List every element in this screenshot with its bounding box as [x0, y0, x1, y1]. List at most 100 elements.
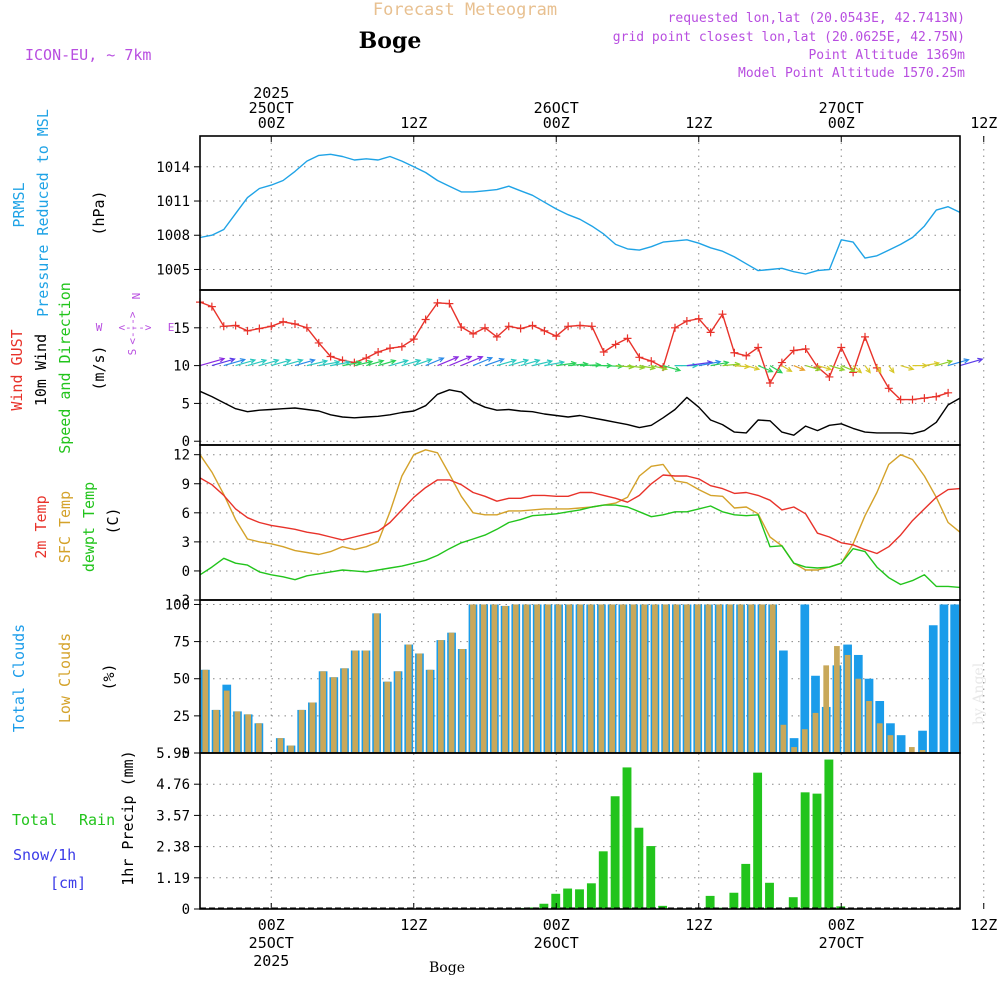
precip-axis-label: 1hr Precip (mm) — [119, 750, 137, 885]
gust-marker — [291, 320, 299, 329]
wind-direction-arrow — [852, 365, 862, 374]
cloud-tick-label: 75 — [173, 635, 190, 651]
top-time-label: 12Z — [970, 114, 997, 132]
cloud-label-low: Low Clouds — [56, 633, 74, 723]
bottom-time-label: 12Z — [400, 916, 427, 934]
low-cloud-bar — [652, 604, 658, 753]
low-cloud-bar — [384, 681, 391, 753]
gust-marker — [326, 352, 335, 361]
bottom-time-label: 00Z — [543, 916, 570, 934]
low-cloud-bar — [320, 671, 326, 753]
rain-bar — [824, 759, 834, 909]
precip-tick-label: 4.76 — [156, 777, 190, 793]
low-cloud-bar — [341, 668, 348, 753]
wind-arrowhead — [390, 359, 397, 365]
pressure-tick-label: 1011 — [156, 194, 190, 210]
temp-tick-label: 3 — [182, 535, 190, 551]
wind-direction-arrow — [247, 359, 267, 367]
low-cloud-bar — [801, 729, 808, 753]
wind-direction-arrow — [294, 359, 315, 367]
gust-marker — [267, 322, 276, 331]
gust-marker — [433, 298, 442, 307]
wind-arrowhead — [661, 365, 669, 371]
low-cloud-bar — [330, 677, 337, 753]
wind-arrowhead — [753, 365, 761, 371]
frames-layer — [199, 135, 961, 910]
bottom-time-label: 2025 — [253, 952, 289, 970]
rain-bar — [788, 897, 798, 909]
bottom-time-label: 27OCT — [819, 934, 864, 952]
wind-direction-arrow — [330, 361, 350, 367]
wind-arrowhead — [344, 360, 352, 366]
low-cloud-bar — [491, 604, 498, 753]
low-cloud-bar — [619, 604, 626, 753]
wind-arrowhead — [321, 359, 329, 365]
wind-arrowhead — [426, 358, 433, 364]
wind-direction-arrow — [532, 360, 552, 367]
wind-direction-arrow — [282, 359, 303, 367]
wind-arrowhead — [649, 364, 657, 371]
wind-tick-label: 5 — [182, 396, 190, 412]
wind-direction-arrow — [947, 359, 969, 367]
rain-bar — [575, 889, 584, 909]
total-cloud-bar — [800, 604, 810, 753]
top-time-label: 25OCT — [249, 99, 294, 117]
gust-marker — [528, 321, 537, 330]
wind-direction-arrow — [793, 365, 805, 371]
precip-tick-label: 1.19 — [156, 871, 190, 887]
compass-south: S — [126, 349, 139, 356]
low-cloud-bar — [876, 723, 883, 753]
gust-marker — [884, 384, 893, 393]
data-layer — [196, 153, 984, 909]
wind-direction-arrow — [235, 359, 256, 367]
low-cloud-bar — [437, 640, 444, 753]
low-cloud-bar — [234, 711, 241, 753]
compass-east: E — [168, 321, 175, 334]
wind-arrowhead — [534, 358, 541, 364]
low-cloud-bar — [641, 604, 648, 753]
pressure-tick-label: 1005 — [156, 262, 190, 278]
gust-marker — [932, 392, 941, 401]
wind-direction-arrow — [508, 359, 529, 367]
wind-arrowhead — [438, 357, 445, 363]
temp-tick-label: -3 — [173, 593, 190, 609]
wind-arrowhead — [466, 355, 473, 361]
low-cloud-bar — [716, 604, 723, 753]
low-cloud-bar — [630, 604, 637, 753]
wind-direction-arrow — [271, 359, 291, 367]
wind-direction-arrow — [544, 361, 564, 367]
low-cloud-bar — [288, 745, 294, 753]
point-altitude: Point Altitude 1369m — [808, 48, 965, 63]
total-cloud-bar — [928, 625, 938, 753]
low-cloud-bar — [298, 709, 305, 753]
wind-direction-arrow — [259, 359, 279, 367]
gust-marker — [587, 322, 596, 331]
wind-arrowhead — [219, 357, 226, 363]
gust-marker — [742, 351, 751, 360]
wind-direction-arrow — [769, 365, 783, 374]
wind-direction-arrow — [568, 363, 588, 367]
super-title: Forecast Meteogram — [373, 0, 557, 20]
wind-direction-arrow — [366, 360, 384, 367]
wind-arrowhead — [249, 358, 257, 364]
low-cloud-bar — [223, 690, 230, 753]
gust-marker — [219, 322, 228, 331]
wind-arrowhead — [477, 355, 484, 361]
gust-marker — [706, 328, 715, 337]
low-cloud-bar — [470, 604, 476, 753]
wind-arrowhead — [415, 358, 422, 365]
wind-arrowhead — [558, 360, 566, 366]
rain-bar — [705, 895, 715, 909]
wind-direction-arrow — [805, 365, 821, 371]
grid-layer — [200, 136, 985, 909]
wind-arrowhead — [799, 365, 806, 371]
wind-arrowhead — [309, 358, 316, 364]
low-cloud-bar — [908, 747, 915, 753]
low-cloud-bar — [577, 604, 583, 753]
wind-arrowhead — [933, 361, 941, 367]
gust-marker — [635, 353, 644, 362]
pressure-frame — [199, 135, 961, 291]
compass-ns-arrows: <---> — [126, 311, 139, 344]
bottom-time-label: 00Z — [828, 916, 855, 934]
gust-marker — [777, 358, 786, 367]
